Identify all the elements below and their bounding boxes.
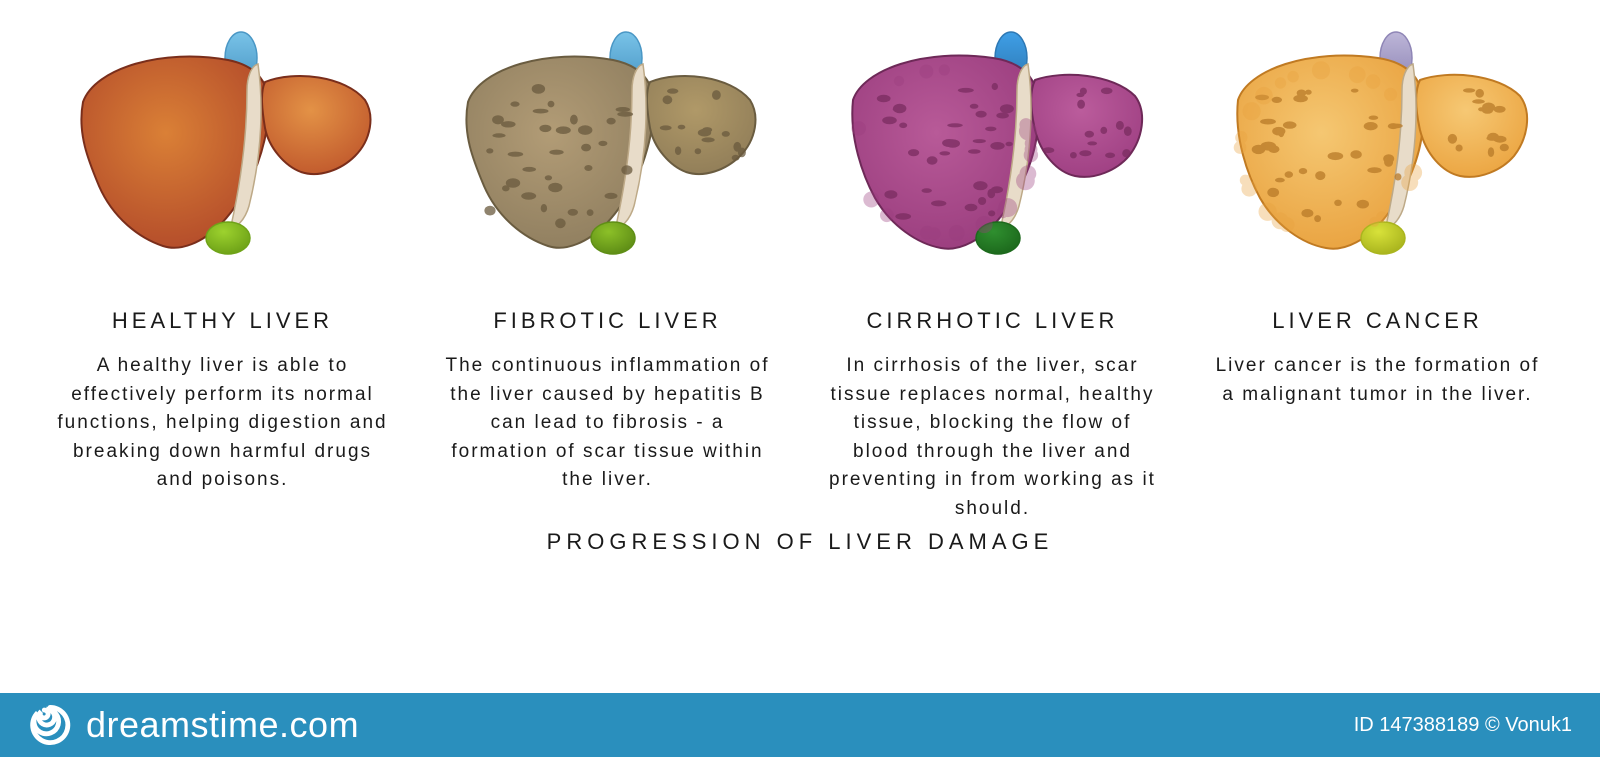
liver-illustration-healthy — [63, 30, 383, 290]
stage-desc-cancer: Liver cancer is the formation of a malig… — [1203, 352, 1553, 409]
footer-bar: dreamstime.com ID 147388189 © Vonuk1 — [0, 693, 1600, 757]
stage-desc-cirrhotic: In cirrhosis of the liver, scar tissue r… — [818, 352, 1168, 523]
stage-healthy: HEALTHY LIVER A healthy liver is able to … — [40, 30, 405, 523]
stage-desc-fibrotic: The continuous inflammation of the liver… — [433, 352, 783, 495]
stage-fibrotic: FIBROTIC LIVER The continuous inflammatio… — [425, 30, 790, 523]
stage-title-cancer: LIVER CANCER — [1272, 308, 1483, 334]
footer-credit-text: ID 147388189 © Vonuk1 — [1354, 714, 1572, 737]
stage-title-cirrhotic: CIRRHOTIC LIVER — [867, 308, 1119, 334]
liver-illustration-fibrotic — [448, 30, 768, 290]
footer-site-text: dreamstime.com — [86, 704, 359, 746]
stage-cirrhotic: CIRRHOTIC LIVER In cirrhosis of the liver… — [810, 30, 1175, 523]
main-caption: PROGRESSION OF LIVER DAMAGE — [0, 529, 1600, 555]
stage-cancer: LIVER CANCER Liver cancer is the formatio… — [1195, 30, 1560, 523]
spiral-logo-icon — [28, 703, 72, 747]
footer-left: dreamstime.com — [28, 703, 359, 747]
stages-row: HEALTHY LIVER A healthy liver is able to … — [0, 0, 1600, 523]
stage-title-healthy: HEALTHY LIVER — [112, 308, 333, 334]
liver-illustration-cirrhotic — [833, 30, 1153, 290]
stage-desc-healthy: A healthy liver is able to effectively p… — [48, 352, 398, 495]
liver-illustration-cancer — [1218, 30, 1538, 290]
stage-title-fibrotic: FIBROTIC LIVER — [493, 308, 721, 334]
